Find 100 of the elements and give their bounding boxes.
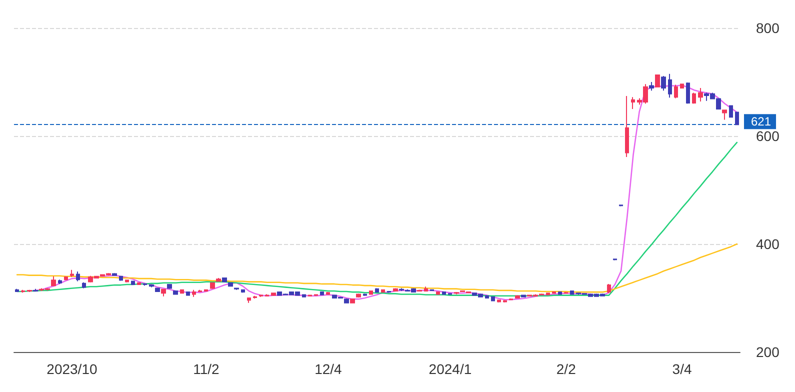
candlestick	[570, 290, 574, 295]
candlestick	[430, 288, 434, 292]
candlestick	[729, 104, 733, 118]
candlestick	[198, 289, 202, 293]
candlestick	[509, 298, 513, 301]
candlestick	[265, 294, 269, 297]
candlestick	[485, 294, 489, 298]
candlestick	[558, 291, 562, 295]
candlestick	[241, 288, 245, 294]
x-tick-label: 2024/1	[428, 361, 472, 377]
candlestick	[393, 288, 398, 292]
line-series	[16, 243, 738, 293]
candlestick	[51, 276, 56, 287]
candlestick	[417, 289, 422, 292]
candlestick	[552, 291, 556, 294]
candlestick	[210, 282, 215, 290]
candlestick	[186, 291, 190, 296]
candlestick	[698, 87, 703, 102]
candlestick	[649, 82, 654, 92]
candlestick	[442, 291, 446, 295]
candlestick	[521, 294, 526, 298]
candlestick	[424, 286, 428, 292]
ref-line-label: 621	[751, 114, 772, 129]
candlestick	[143, 282, 147, 286]
candlestick	[387, 290, 391, 294]
candlestick	[271, 292, 276, 296]
candlestick	[375, 288, 379, 293]
candlestick	[661, 76, 666, 92]
candlestick	[228, 282, 233, 288]
candlestick	[326, 292, 330, 296]
candlestick	[161, 288, 166, 297]
candlestick	[692, 92, 696, 104]
candlestick	[655, 74, 660, 88]
candlestick	[625, 96, 629, 158]
candlestick	[155, 287, 160, 293]
candlestick	[82, 282, 86, 289]
candlestick	[314, 294, 318, 296]
candlestick	[222, 276, 227, 283]
candlestick	[350, 298, 355, 304]
candlestick	[137, 282, 141, 286]
x-tick-label: 2023/10	[46, 361, 98, 377]
candlestick	[58, 279, 62, 284]
candlestick	[680, 84, 684, 89]
candlestick	[607, 283, 611, 294]
candlestick	[381, 288, 385, 294]
candlestick	[259, 294, 263, 298]
candlestick	[302, 294, 306, 298]
candlestick	[112, 272, 117, 276]
y-tick-label: 800	[756, 20, 780, 36]
candlestick	[125, 279, 129, 283]
candlestick	[216, 278, 221, 282]
candlestick	[668, 73, 672, 98]
candlestick	[15, 288, 19, 293]
candlestick	[308, 294, 312, 297]
x-tick-label: 3/4	[672, 361, 692, 377]
candlestick	[686, 82, 690, 104]
candlestick	[369, 290, 373, 296]
candlestick	[454, 292, 459, 295]
candlestick	[119, 275, 123, 282]
candlestick	[491, 296, 495, 302]
x-tick-label: 2/2	[556, 361, 576, 377]
candlestick	[613, 258, 617, 261]
candlestick	[344, 298, 349, 304]
candlestick	[448, 292, 452, 296]
candlestick	[674, 84, 678, 99]
line-series	[16, 142, 738, 296]
candlestick	[131, 280, 135, 286]
candlestick	[497, 299, 501, 303]
candlestick	[619, 204, 623, 207]
candlestick	[234, 287, 239, 290]
candlestick	[515, 294, 520, 300]
y-tick-label: 200	[756, 344, 780, 360]
x-tick-label: 12/4	[314, 361, 342, 377]
candlestick	[503, 300, 507, 303]
candlestick	[27, 289, 32, 293]
candlestick	[436, 291, 440, 296]
candlestick	[167, 283, 172, 290]
candlestick	[722, 110, 727, 120]
candlestick	[546, 292, 550, 296]
candlestick	[320, 291, 324, 296]
candlestick	[247, 296, 251, 304]
candlestick	[76, 271, 80, 282]
candlestick	[356, 293, 361, 298]
candlestick	[631, 96, 635, 110]
candlestick	[204, 288, 208, 292]
candlestick	[180, 288, 184, 294]
candlestick	[149, 284, 154, 288]
candlestick	[253, 295, 257, 300]
y-tick-label: 600	[756, 128, 780, 144]
candlestick	[21, 289, 25, 294]
candlestick	[564, 292, 568, 294]
y-tick-label: 400	[756, 236, 780, 252]
candlestick	[363, 293, 367, 296]
candlestick	[70, 269, 74, 278]
candlestick	[735, 111, 739, 126]
candlestick	[173, 290, 178, 296]
x-tick-label: 11/2	[193, 361, 220, 377]
candlestick	[192, 289, 196, 298]
candlestick	[33, 288, 38, 292]
candlestick	[64, 276, 68, 281]
